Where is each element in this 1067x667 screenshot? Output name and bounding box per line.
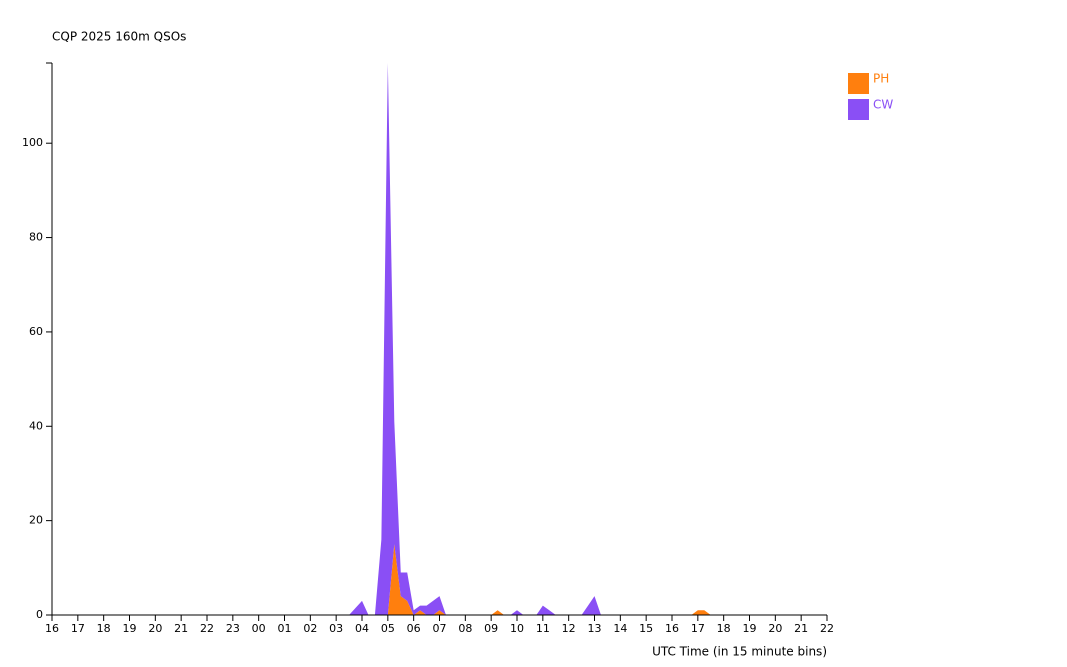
y-tick-label: 40 bbox=[29, 419, 43, 432]
x-tick-label: 05 bbox=[381, 622, 395, 635]
x-tick-label: 23 bbox=[226, 622, 240, 635]
x-tick-label: 02 bbox=[303, 622, 317, 635]
x-tick-label: 19 bbox=[123, 622, 137, 635]
x-tick-label: 19 bbox=[743, 622, 757, 635]
y-tick-label: 80 bbox=[29, 231, 43, 244]
x-tick-label: 21 bbox=[174, 622, 188, 635]
x-tick-label: 20 bbox=[768, 622, 782, 635]
legend-swatch bbox=[848, 73, 869, 94]
x-tick-label: 08 bbox=[458, 622, 472, 635]
x-tick-label: 18 bbox=[97, 622, 111, 635]
x-tick-label: 00 bbox=[252, 622, 266, 635]
x-tick-label: 22 bbox=[820, 622, 834, 635]
x-tick-label: 16 bbox=[665, 622, 679, 635]
x-tick-label: 01 bbox=[278, 622, 292, 635]
x-tick-label: 04 bbox=[355, 622, 369, 635]
x-tick-label: 13 bbox=[588, 622, 602, 635]
chart-title: CQP 2025 160m QSOs bbox=[52, 30, 186, 44]
x-tick-label: 11 bbox=[536, 622, 550, 635]
x-tick-label: 09 bbox=[484, 622, 498, 635]
x-tick-label: 03 bbox=[329, 622, 343, 635]
area bbox=[52, 63, 827, 615]
x-tick-label: 07 bbox=[433, 622, 447, 635]
x-tick-label: 15 bbox=[639, 622, 653, 635]
x-tick-label: 20 bbox=[148, 622, 162, 635]
x-tick-label: 17 bbox=[71, 622, 85, 635]
x-tick-label: 21 bbox=[794, 622, 808, 635]
y-tick-label: 60 bbox=[29, 325, 43, 338]
x-tick-label: 16 bbox=[45, 622, 59, 635]
x-tick-label: 22 bbox=[200, 622, 214, 635]
y-tick-label: 100 bbox=[22, 136, 43, 149]
y-tick-label: 0 bbox=[36, 608, 43, 621]
x-tick-label: 12 bbox=[562, 622, 576, 635]
legend-label: CW bbox=[873, 98, 893, 112]
legend-swatch bbox=[848, 99, 869, 120]
x-tick-label: 10 bbox=[510, 622, 524, 635]
x-tick-label: 06 bbox=[407, 622, 421, 635]
x-tick-label: 14 bbox=[613, 622, 627, 635]
x-tick-label: 17 bbox=[691, 622, 705, 635]
legend-label: PH bbox=[873, 72, 889, 86]
x-axis-label: UTC Time (in 15 minute bins) bbox=[652, 645, 827, 659]
y-tick-label: 20 bbox=[29, 514, 43, 527]
x-tick-label: 18 bbox=[717, 622, 731, 635]
